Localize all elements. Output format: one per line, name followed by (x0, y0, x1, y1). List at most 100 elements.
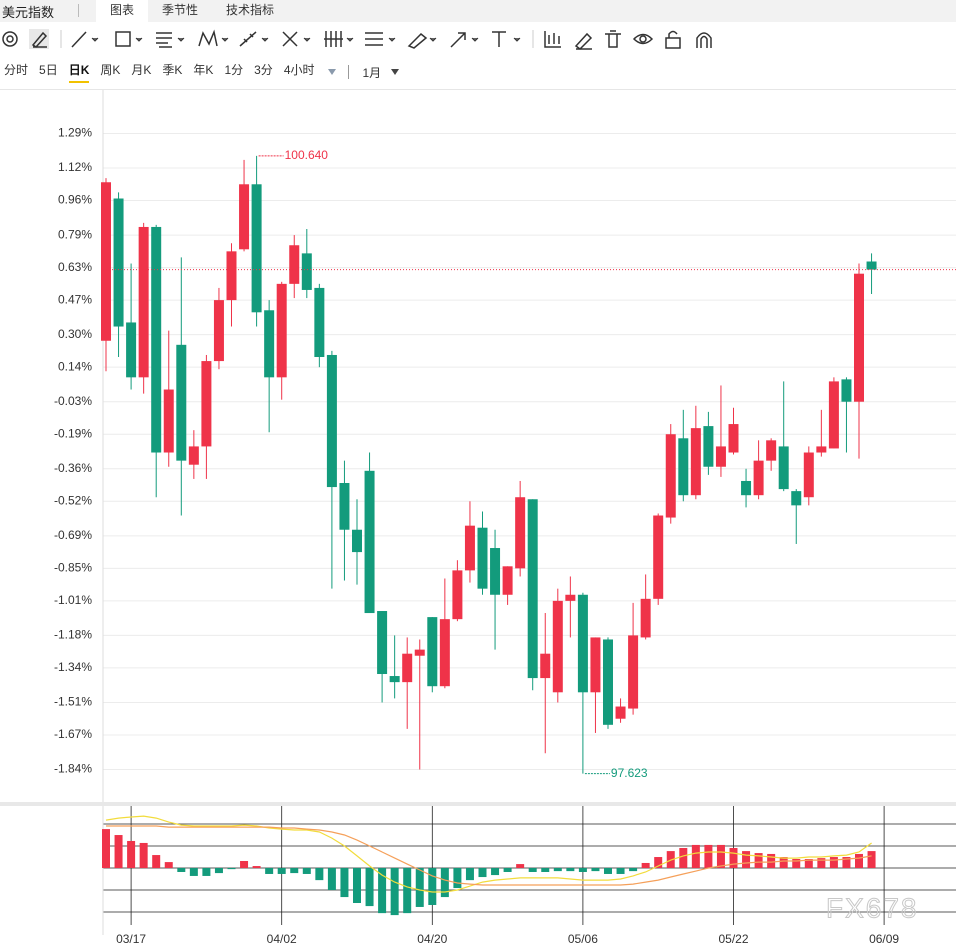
tool-icon[interactable] (665, 30, 681, 49)
y-tick-label: 0.63% (58, 260, 92, 274)
candle-body (540, 653, 551, 679)
tool-icon[interactable] (492, 31, 521, 47)
macd-bar (139, 842, 148, 869)
tool-icon[interactable] (71, 31, 99, 48)
macd-bar (516, 864, 525, 869)
candle-body (741, 480, 752, 496)
macd-bar (616, 868, 625, 874)
instrument-title: 美元指数 (2, 5, 55, 20)
range-select[interactable]: 1月 (362, 65, 382, 80)
y-tick-label: -1.84% (54, 762, 92, 776)
candle-body (565, 594, 576, 601)
macd-bar (390, 868, 399, 916)
tab-bar: 美元指数 图表 季节性 技术指标 (0, 0, 956, 22)
tool-icon[interactable] (198, 29, 229, 47)
period-button[interactable]: 季K (162, 63, 183, 77)
period-button[interactable]: 年K (193, 63, 214, 77)
y-tick-label: 1.12% (58, 160, 92, 174)
y-tick-label: 0.79% (58, 227, 92, 241)
period-button[interactable]: 3分 (254, 63, 273, 77)
candle-body (326, 354, 337, 488)
y-tick-label: -0.69% (54, 528, 92, 542)
dropdown-arrow[interactable] (326, 67, 338, 77)
period-button[interactable]: 5日 (39, 63, 58, 77)
macd-bar (302, 868, 311, 874)
toolbar (2, 29, 712, 50)
high-label: 100.640 (285, 148, 329, 162)
period-button[interactable]: 日K (68, 61, 90, 83)
macd-line (105, 815, 872, 893)
tool-icon[interactable] (605, 30, 621, 48)
tool-icon[interactable] (696, 32, 712, 48)
macd-line (106, 825, 872, 886)
candle-body (163, 389, 174, 453)
macd-bar (465, 868, 474, 881)
tool-icon[interactable] (282, 31, 311, 47)
macd-bar (503, 868, 512, 872)
candle-body (176, 344, 187, 461)
macd-bar (252, 866, 261, 869)
tool-icon[interactable] (324, 31, 354, 47)
macd-bar (478, 868, 487, 878)
tool-icon[interactable] (2, 31, 18, 47)
y-tick-label: 0.14% (58, 359, 92, 373)
period-button[interactable]: 1分 (224, 63, 244, 77)
tool-icon[interactable] (632, 33, 654, 45)
y-tick-label: 0.96% (58, 193, 92, 207)
macd-bar (127, 840, 136, 869)
macd-bar (277, 868, 286, 874)
candle-body (653, 515, 664, 599)
macd-bar (227, 868, 236, 870)
separator (78, 4, 79, 17)
candle-body (377, 611, 388, 675)
macd-bar (716, 844, 725, 869)
tab[interactable]: 技术指标 (226, 3, 275, 17)
tool-icon[interactable] (29, 29, 49, 49)
macd-bar (415, 868, 424, 907)
tool-icon[interactable] (239, 31, 269, 47)
tabs: 图表 季节性 技术指标 (96, 0, 288, 22)
period-button[interactable]: 周K (100, 63, 121, 77)
x-tick-label: 05/06 (568, 932, 598, 945)
macd-bar (189, 868, 198, 876)
period-button[interactable]: 4小时 (283, 63, 315, 77)
candle-body (126, 322, 137, 378)
candle-body (113, 198, 124, 327)
macd-bar (767, 853, 776, 869)
tool-icon[interactable] (544, 31, 561, 48)
macd-bar (855, 853, 863, 869)
candle-body (778, 446, 789, 490)
candle-body (803, 452, 814, 498)
candle-body (138, 226, 149, 378)
tool-icon[interactable] (574, 32, 593, 50)
tool-icon[interactable] (365, 32, 396, 46)
y-tick-label: -1.18% (54, 628, 92, 642)
tool-icon[interactable] (407, 32, 437, 49)
macd-bar (754, 853, 763, 869)
dropdown-arrow[interactable] (389, 67, 401, 77)
macd-bar (353, 868, 361, 904)
candle-body (502, 566, 513, 595)
y-tick-label: -0.85% (54, 561, 92, 575)
tool-icon[interactable] (115, 31, 143, 47)
macd-bar (177, 868, 186, 872)
tool-icon[interactable] (156, 32, 185, 48)
candle-body (251, 184, 262, 313)
macd-bar (842, 857, 851, 869)
candle-body (364, 470, 375, 614)
candle-body (603, 639, 613, 725)
period-list: 分时 5日 日K 周K 月K 季K 年K 1分 3分 4小时 (4, 61, 326, 83)
y-tick-label: -1.67% (54, 727, 92, 741)
tab[interactable]: 季节性 (162, 3, 199, 17)
tab[interactable]: 图表 (96, 0, 149, 22)
candle-body (828, 381, 839, 449)
x-tick-label: 05/22 (718, 932, 748, 945)
candle-body (490, 548, 501, 595)
period-button[interactable]: 分时 (4, 63, 29, 77)
tool-icon[interactable] (450, 32, 479, 48)
candle-body (552, 600, 563, 693)
macd-bar (704, 844, 713, 869)
macd-bar (202, 868, 211, 876)
period-button[interactable]: 月K (131, 63, 152, 77)
y-tick-label: -1.51% (54, 695, 92, 709)
